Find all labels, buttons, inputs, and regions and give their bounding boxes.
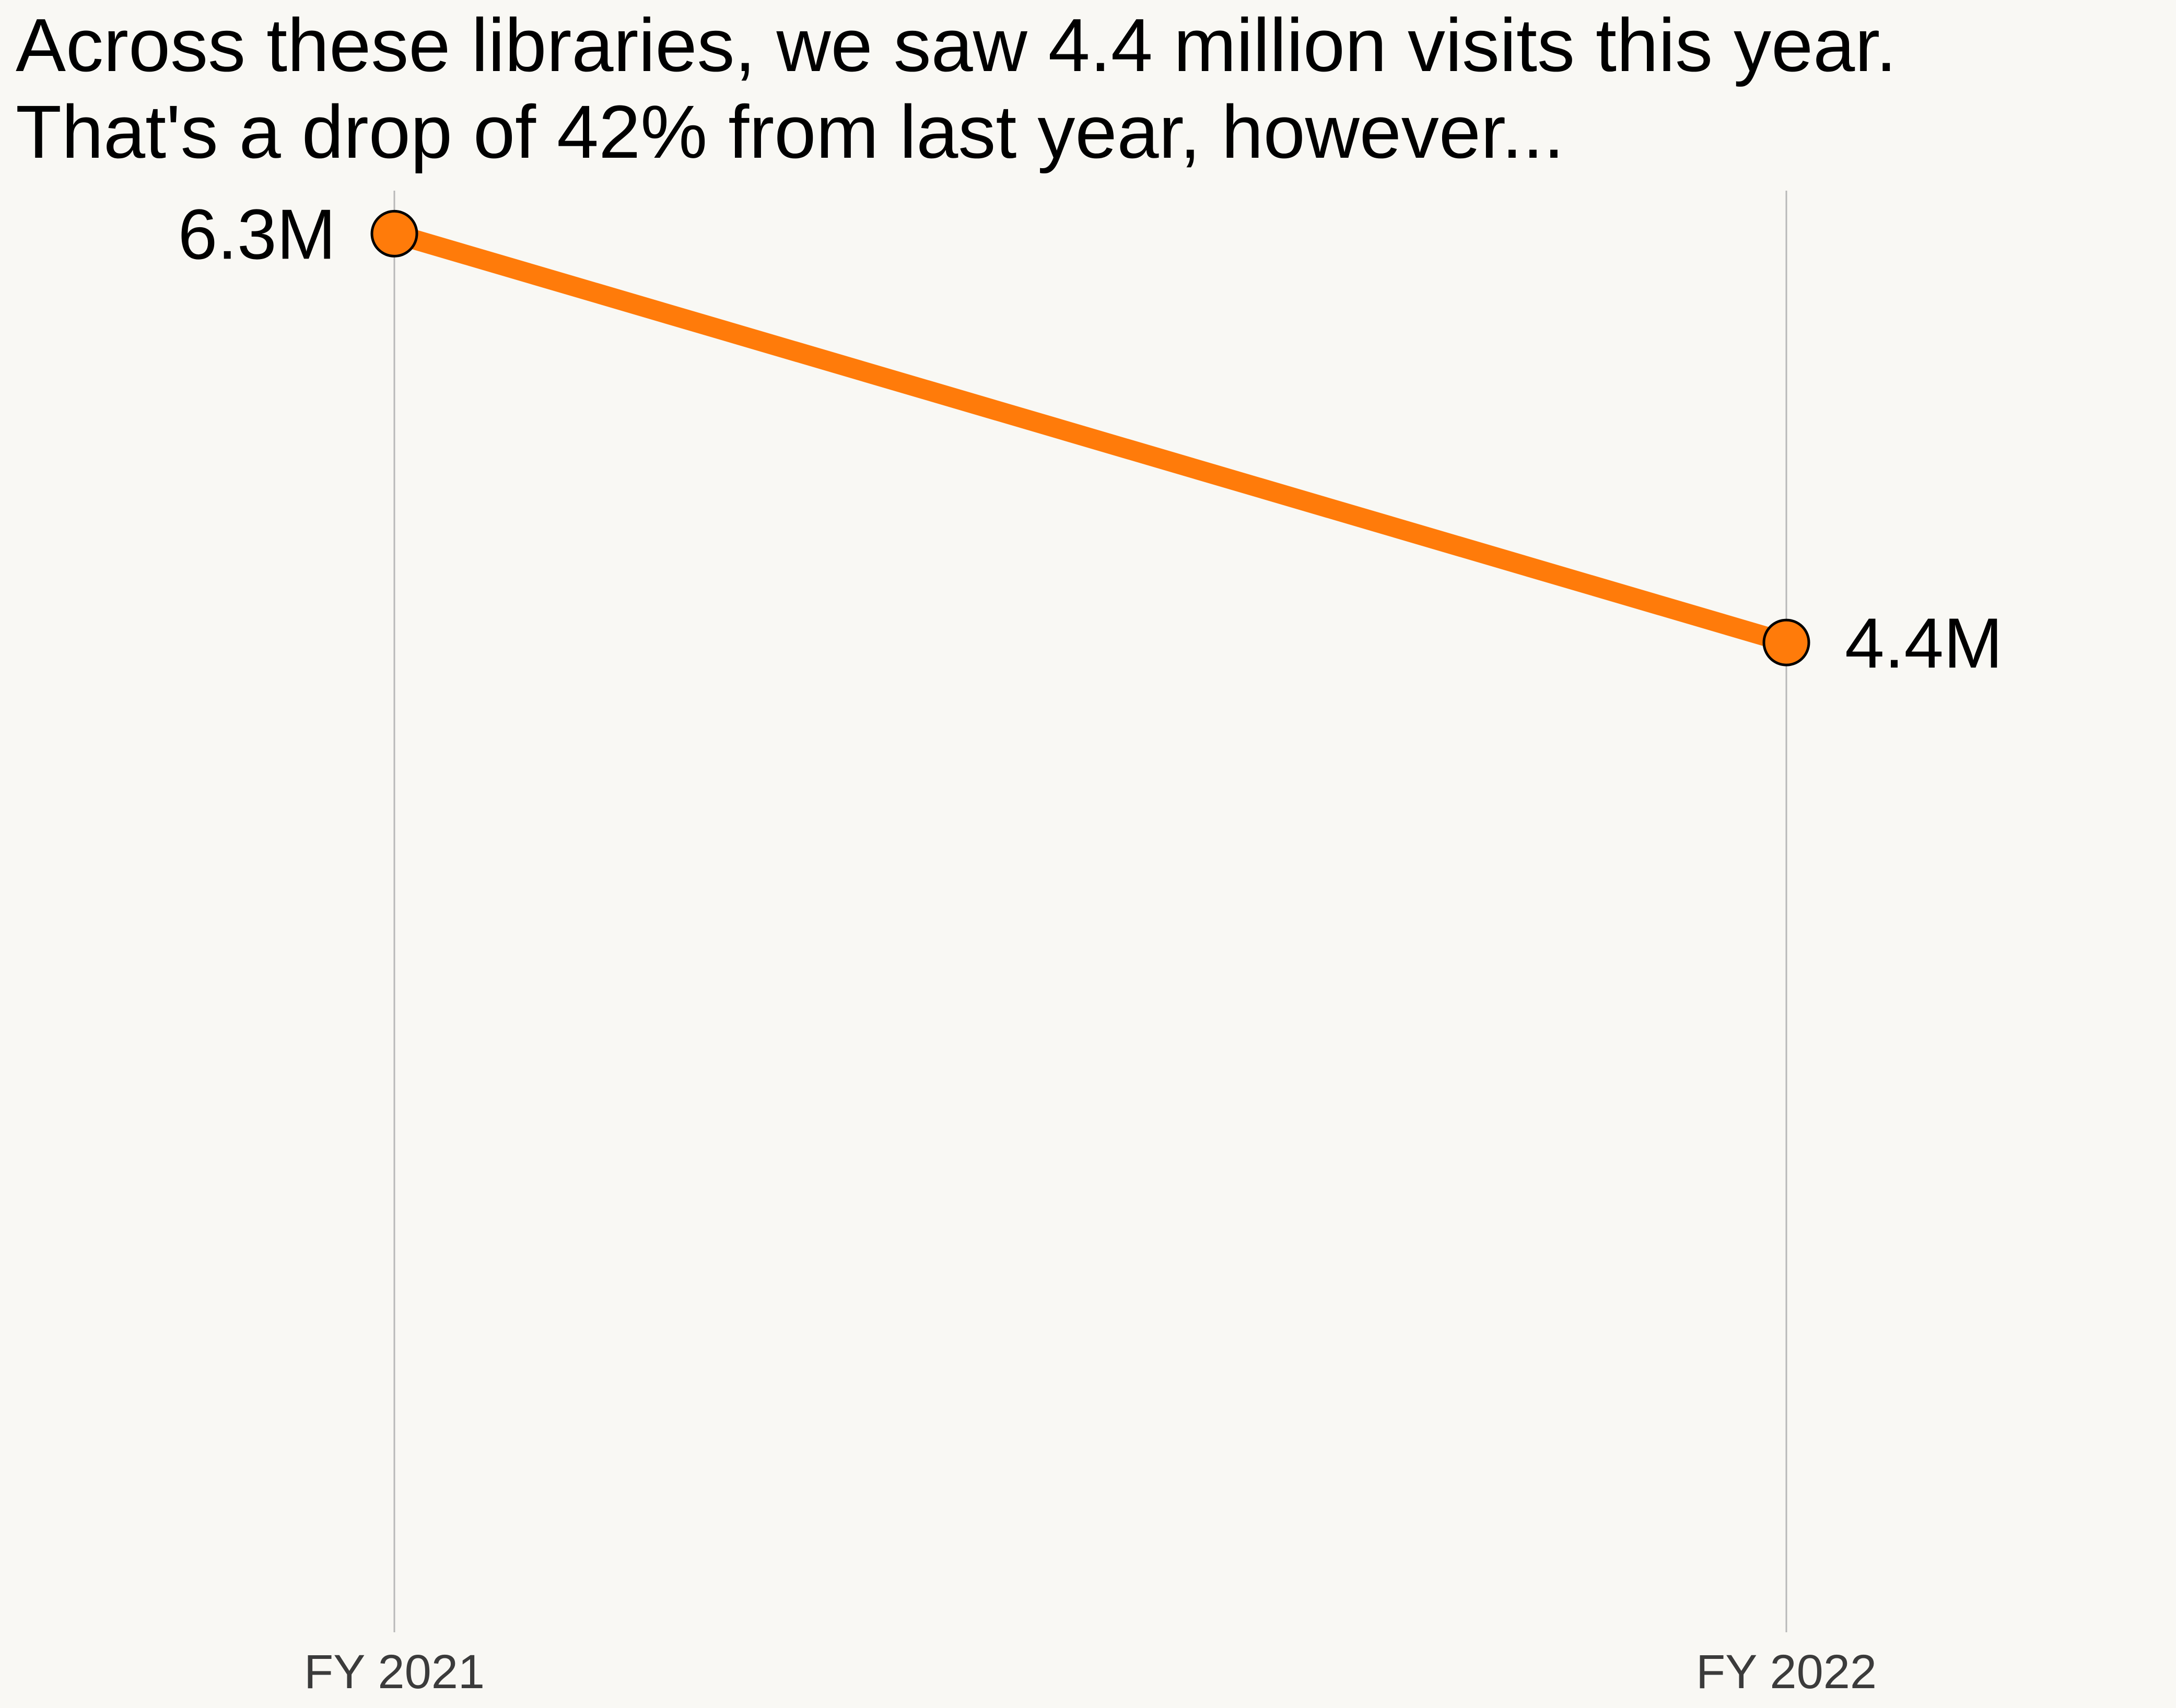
series-lines [391,224,1789,652]
series-markers [370,209,1810,666]
x-tick-label-2: FY 2022 [1696,1645,1877,1699]
x-tick-label-1: FY 2021 [304,1645,485,1699]
data-label-1: 6.3M [178,194,336,274]
chart-title-line-2: That's a drop of 42% from last year, how… [16,90,1564,174]
data-point-1 [370,209,418,258]
x-axis-tick-labels: FY 2021 FY 2022 [304,1645,1877,1699]
gridlines [393,191,1787,1632]
chart-title: Across these libraries, we saw 4.4 milli… [16,2,2157,176]
series-line-1 [391,224,1789,652]
chart-title-line-1: Across these libraries, we saw 4.4 milli… [16,3,1897,87]
data-point-2 [1762,618,1810,666]
data-label-2: 4.4M [1845,603,2003,683]
data-labels: 6.3M 4.4M [178,194,2003,683]
